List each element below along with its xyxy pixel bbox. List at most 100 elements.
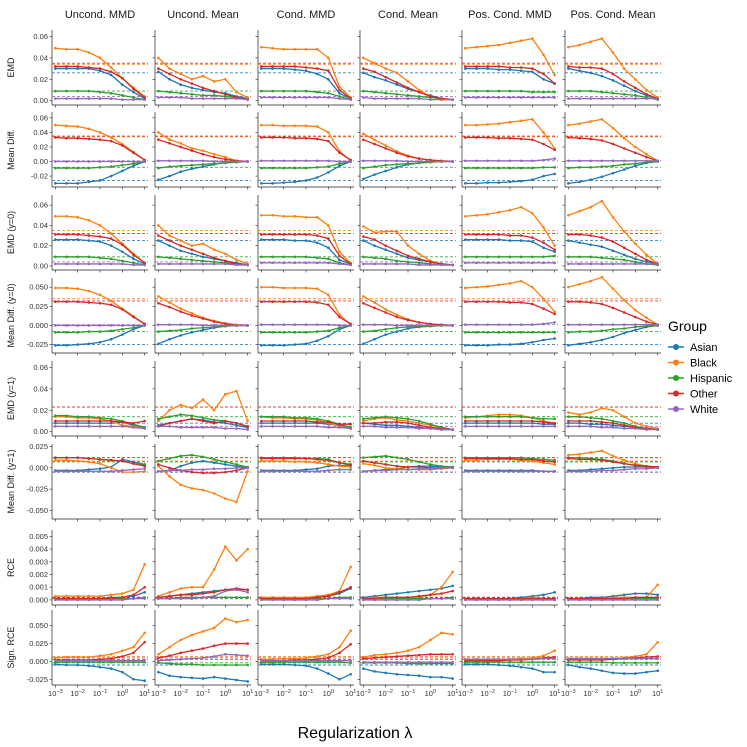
data-point-other [589, 458, 592, 461]
y-tick-label: 0.005 [29, 532, 48, 541]
facet-panel [152, 30, 251, 108]
data-point-hispanic [260, 331, 263, 334]
data-point-other [212, 421, 216, 425]
data-point-asian [179, 83, 182, 86]
data-point-asian [168, 674, 171, 678]
data-point-hispanic [373, 416, 376, 420]
data-point-other [519, 458, 523, 461]
data-point-other [327, 69, 330, 73]
data-point-black [282, 657, 285, 660]
data-point-other [293, 419, 297, 423]
data-point-asian [168, 244, 171, 247]
data-point-hispanic [553, 254, 556, 258]
data-point-black [589, 451, 592, 454]
data-point-black [246, 547, 249, 551]
x-tick-base: 10 [378, 689, 386, 698]
data-point-asian [634, 672, 637, 675]
data-point-asian [168, 174, 171, 178]
data-point-other [338, 422, 341, 426]
data-point-asian [132, 90, 135, 94]
data-point-hispanic [362, 89, 365, 93]
data-point-white [98, 324, 102, 327]
data-point-other [406, 421, 410, 425]
y-tick-label: 0.04 [33, 384, 48, 393]
data-point-asian [373, 173, 376, 176]
x-tick-base: 10 [139, 689, 147, 698]
data-point-asian [486, 421, 489, 425]
data-point-white [406, 426, 410, 429]
data-point-other [417, 423, 421, 427]
data-point-other [634, 86, 637, 90]
data-point-black [235, 559, 238, 562]
data-point-black [406, 244, 410, 247]
data-point-white [542, 657, 545, 660]
data-point-other [168, 466, 171, 470]
data-point-white [508, 469, 512, 473]
data-point-asian [157, 342, 160, 346]
data-point-white [168, 469, 171, 472]
data-point-white [395, 97, 399, 100]
data-point-white [132, 263, 135, 267]
data-point-white [406, 160, 410, 163]
data-point-white [132, 426, 135, 429]
data-point-black [373, 231, 376, 234]
data-point-white [531, 96, 534, 99]
data-point-white [589, 598, 592, 602]
data-point-hispanic [168, 329, 171, 333]
data-point-hispanic [293, 89, 297, 93]
data-point-hispanic [260, 166, 263, 170]
data-point-white [212, 467, 216, 471]
data-point-white [132, 160, 135, 163]
data-point-black [260, 45, 263, 49]
data-point-white [54, 160, 57, 163]
data-point-hispanic [600, 165, 604, 168]
data-point-black [98, 594, 102, 598]
data-point-black [54, 214, 57, 218]
facet-panel [255, 444, 354, 522]
data-point-black [645, 316, 648, 320]
data-point-asian [384, 423, 387, 427]
data-point-white [271, 96, 274, 99]
data-point-other [553, 460, 556, 464]
data-point-other [132, 593, 135, 597]
series-line-black [261, 124, 352, 162]
x-tick-exponent: 1 [557, 689, 560, 695]
x-tick-base: 10 [652, 689, 660, 698]
data-point-white [338, 262, 341, 266]
data-point-other [531, 419, 534, 423]
data-point-white [475, 598, 478, 602]
data-point-white [190, 323, 194, 326]
y-tick-label: 0.001 [29, 583, 48, 592]
data-point-asian [76, 67, 79, 70]
facet-panel: 0.000.020.040.06 [33, 30, 148, 108]
data-point-black [567, 453, 570, 457]
data-point-black [508, 282, 512, 285]
data-point-hispanic [212, 94, 216, 97]
series-line-black [261, 630, 352, 660]
data-point-black [611, 51, 615, 54]
data-point-hispanic [338, 95, 341, 98]
data-point-white [553, 321, 556, 324]
row-title: EMD [6, 57, 16, 78]
data-point-asian [179, 170, 182, 174]
data-point-white [132, 468, 135, 471]
y-tick-label: 0.06 [33, 32, 48, 41]
data-point-white [486, 598, 489, 602]
data-point-asian [508, 343, 512, 346]
data-point-white [373, 159, 376, 163]
data-point-asian [519, 239, 523, 242]
data-point-white [600, 159, 604, 163]
legend-marker-asian [673, 344, 679, 350]
data-point-asian [362, 71, 365, 75]
data-point-white [497, 425, 501, 428]
data-point-black [578, 209, 581, 213]
facet-panel [562, 275, 661, 356]
data-point-black [315, 461, 319, 465]
data-point-white [464, 657, 467, 661]
series-line-black [363, 632, 453, 658]
data-point-other [54, 300, 57, 304]
data-point-black [553, 649, 556, 653]
data-point-white [429, 160, 432, 163]
legend-label: White [690, 404, 718, 416]
